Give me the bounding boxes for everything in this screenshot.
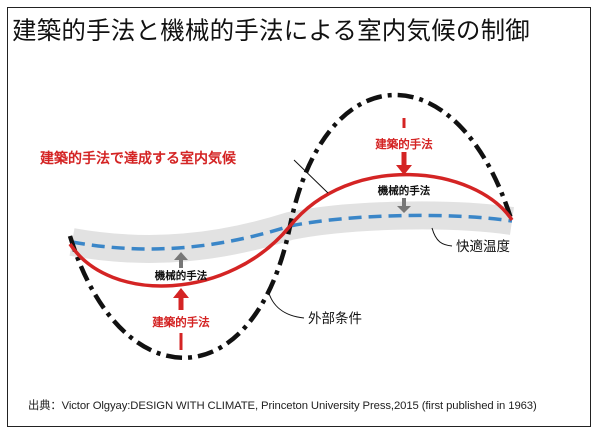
figure-title: 建築的手法と機械的手法による室内気候の制御	[12, 16, 530, 45]
architectural-method-label-bottom: 建築的手法	[152, 315, 210, 329]
external-conditions-label: 外部条件	[308, 310, 362, 327]
architectural-climate-curve	[68, 172, 514, 288]
architectural-method-arrow-top	[396, 118, 412, 175]
mechanical-method-arrow-top	[397, 198, 411, 213]
architectural-method-arrow-bottom	[173, 288, 189, 350]
mechanical-method-label-top: 機械的手法	[378, 184, 431, 197]
architectural-climate-label: 建築的手法で達成する室内気候	[40, 150, 237, 167]
comfort-zone-label: 快適温度	[456, 238, 510, 255]
mechanical-method-arrow-bottom	[174, 252, 188, 268]
comfort-zone-leader	[431, 227, 453, 247]
mechanical-method-label-bottom: 機械的手法	[155, 269, 208, 282]
architectural-method-label-top: 建築的手法	[375, 137, 433, 151]
architectural-climate-leader	[293, 159, 329, 194]
source-citation: 出典：Victor Olgyay:DESIGN WITH CLIMATE, Pr…	[28, 400, 537, 412]
external-conditions-leader	[267, 289, 305, 319]
